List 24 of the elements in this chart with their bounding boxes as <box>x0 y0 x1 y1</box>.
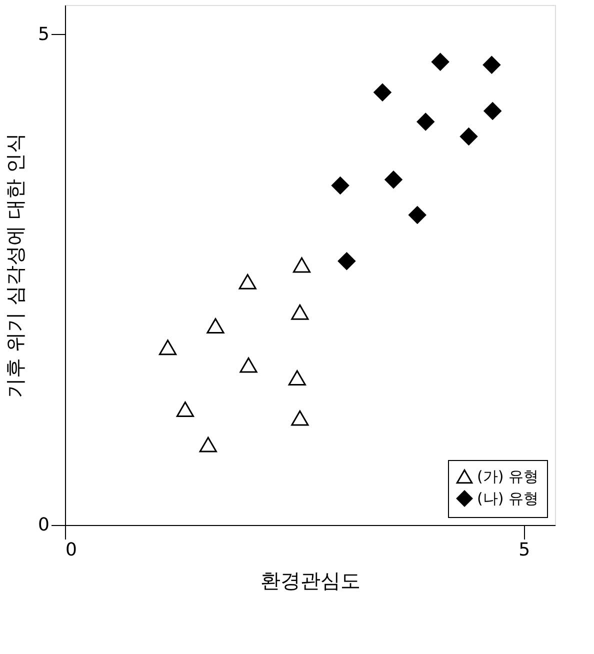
y-axis-title: 기후 위기 심각성에 대한 인식 <box>3 132 28 398</box>
point <box>331 176 350 194</box>
point <box>431 53 450 71</box>
point <box>338 252 356 270</box>
point <box>291 410 309 426</box>
legend-label: (가) 유형 <box>477 468 538 486</box>
point <box>288 370 306 386</box>
point <box>384 170 402 188</box>
point <box>176 401 194 417</box>
point <box>374 84 392 102</box>
point <box>416 112 434 131</box>
point <box>292 257 311 273</box>
x-axis-title: 환경관심도 <box>260 568 360 592</box>
point <box>484 102 502 120</box>
point <box>238 274 256 290</box>
point <box>482 56 500 74</box>
point <box>460 128 478 146</box>
point <box>199 436 217 452</box>
legend-label: (나) 유형 <box>477 490 538 508</box>
point <box>206 318 224 334</box>
point <box>408 206 426 224</box>
point <box>291 304 309 320</box>
point <box>240 357 258 373</box>
point <box>158 340 177 356</box>
